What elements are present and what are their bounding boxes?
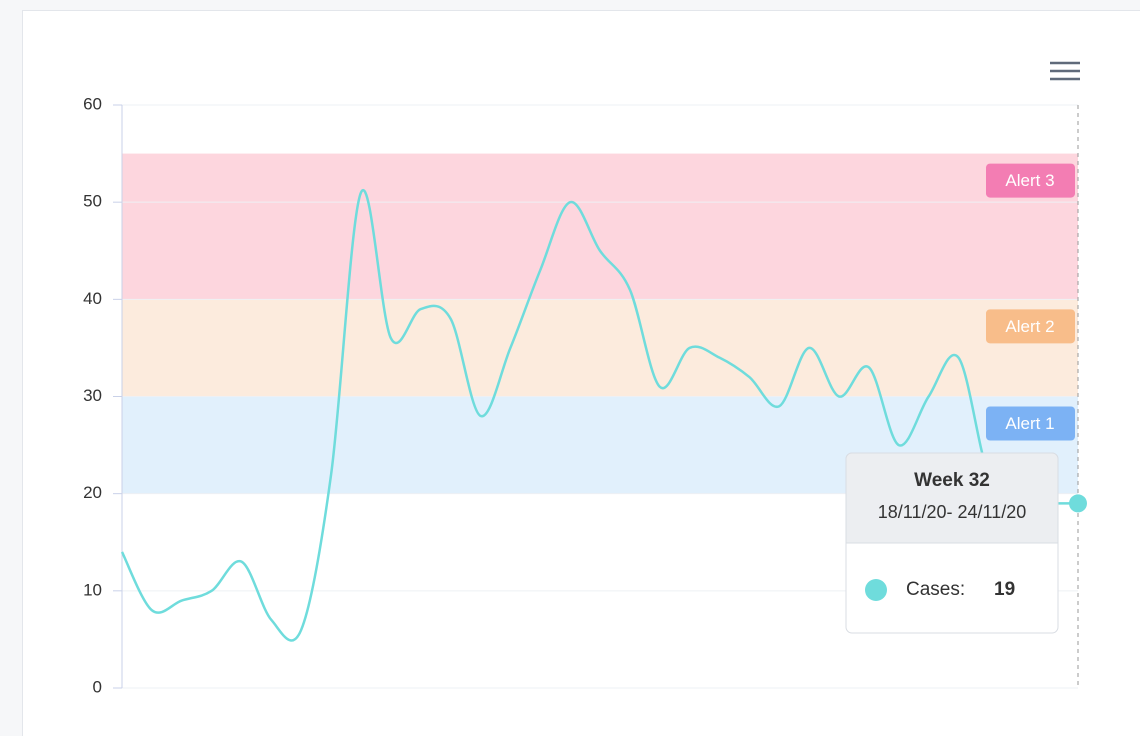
line <box>120 188 1078 642</box>
tooltip-title: Week 32 <box>914 470 990 491</box>
hover-point <box>1069 494 1087 513</box>
y-tick-label: 40 <box>83 289 102 308</box>
alert-label: Alert 3 <box>1005 171 1054 190</box>
alert-label-bg <box>986 163 1075 198</box>
alert-label-bg <box>986 406 1075 441</box>
alert-label-bg <box>986 309 1075 344</box>
alert-band <box>122 299 1078 397</box>
y-tick-label: 50 <box>83 192 102 211</box>
alert-label: Alert 1 <box>1005 414 1054 433</box>
tooltip-header <box>845 452 1059 544</box>
tooltip-marker <box>865 579 887 601</box>
tooltip: Week 32 18/11/20- 24/11/20 Cases: 19 <box>845 452 1059 634</box>
menu-icon[interactable] <box>1050 61 1080 81</box>
alert-label: Alert 2 <box>1005 317 1054 336</box>
tooltip-label: Cases: <box>906 579 965 600</box>
alert-band <box>122 153 1078 300</box>
tooltip-subtitle: 18/11/20- 24/11/20 <box>878 502 1026 522</box>
y-tick-label: 10 <box>83 580 102 599</box>
y-tick-label: 60 <box>83 94 102 113</box>
y-tick-label: 20 <box>83 483 102 502</box>
y-tick-label: 0 <box>93 677 102 696</box>
y-tick-label: 30 <box>83 386 102 405</box>
tooltip-value: 19 <box>994 579 1015 600</box>
